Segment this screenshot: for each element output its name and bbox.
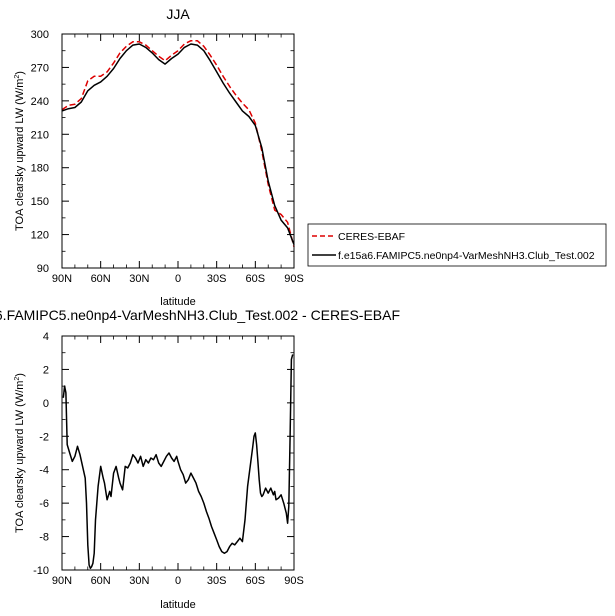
bottom-y-tick-label: -4 bbox=[39, 465, 49, 477]
top-panel: JJA TOA clearsky upward LW (W/m2) latitu… bbox=[14, 6, 304, 308]
top-x-tick-label: 60S bbox=[246, 273, 266, 285]
top-ticks bbox=[61, 33, 295, 269]
bottom-x-tick-label: 60N bbox=[91, 575, 111, 587]
bottom-y-tick-label: -10 bbox=[33, 565, 49, 577]
bottom-x-axis-label: latitude bbox=[160, 599, 195, 611]
top-x-tick-label: 30S bbox=[207, 273, 227, 285]
bottom-series-line-0 bbox=[62, 354, 294, 570]
bottom-x-tick-label: 90S bbox=[284, 575, 304, 587]
bottom-y-axis-label-sup: 2 bbox=[14, 377, 21, 381]
top-x-tick-label: 90S bbox=[284, 273, 304, 285]
legend-label-ceres: CERES-EBAF bbox=[338, 231, 405, 243]
bottom-y-axis-label-close: ) bbox=[14, 373, 26, 377]
bottom-chart-title: f.e15a6.FAMIPC5.ne0np4-VarMeshNH3.Club_T… bbox=[0, 307, 400, 323]
bottom-panel: f.e15a6.FAMIPC5.ne0np4-VarMeshNH3.Club_T… bbox=[0, 307, 400, 611]
bottom-y-tick-label: 2 bbox=[43, 364, 49, 376]
top-x-axis-label: latitude bbox=[160, 296, 195, 308]
top-y-tick-label: 300 bbox=[31, 29, 49, 41]
svg-text:TOA clearsky upward LW (W/m2): TOA clearsky upward LW (W/m2) bbox=[14, 71, 26, 231]
legend: CERES-EBAF f.e15a6.FAMIPC5.ne0np4-VarMes… bbox=[307, 223, 607, 267]
top-chart-title: JJA bbox=[166, 6, 190, 22]
svg-text:TOA clearsky upward LW (W/m2): TOA clearsky upward LW (W/m2) bbox=[14, 373, 26, 533]
bottom-x-tick-label: 30N bbox=[129, 575, 149, 587]
bottom-tick-labels: 90N 60N 30N 0 30S 60S 90S -10 -8 -6 -4 -2 0 2 4 bbox=[33, 331, 304, 587]
top-x-tick-label: 0 bbox=[175, 273, 181, 285]
bottom-y-axis-label: TOA clearsky upward LW (W/m2) bbox=[14, 373, 26, 533]
bottom-x-tick-label: 90N bbox=[52, 575, 72, 587]
top-series-line-1 bbox=[61, 43, 295, 245]
top-y-tick-label: 90 bbox=[37, 263, 49, 275]
bottom-ticks bbox=[61, 335, 295, 571]
bottom-plot-frame bbox=[61, 335, 295, 571]
top-series-line-0 bbox=[61, 39, 295, 247]
top-y-tick-label: 270 bbox=[31, 62, 49, 74]
top-x-tick-label: 60N bbox=[91, 273, 111, 285]
bottom-y-tick-label: -2 bbox=[39, 431, 49, 443]
legend-box bbox=[307, 223, 607, 267]
top-tick-labels: 90N 60N 30N 0 30S 60S 90S 90 120 150 180 210 240 270 3… bbox=[31, 29, 304, 285]
bottom-y-axis-label-text: TOA clearsky upward LW (W/m bbox=[14, 381, 26, 533]
top-y-tick-label: 210 bbox=[31, 129, 49, 141]
bottom-y-tick-label: -8 bbox=[39, 532, 49, 544]
top-x-tick-label: 30N bbox=[129, 273, 149, 285]
top-plot-frame bbox=[61, 33, 295, 269]
top-y-axis-label-sup: 2 bbox=[14, 75, 21, 79]
bottom-y-tick-label: 0 bbox=[43, 398, 49, 410]
top-y-axis-label-close: ) bbox=[14, 71, 26, 75]
top-y-tick-label: 150 bbox=[31, 196, 49, 208]
top-y-tick-label: 120 bbox=[31, 230, 49, 242]
top-y-tick-label: 240 bbox=[31, 96, 49, 108]
bottom-y-tick-label: 4 bbox=[43, 331, 49, 343]
bottom-x-tick-label: 30S bbox=[207, 575, 227, 587]
top-y-axis-label: TOA clearsky upward LW (W/m2) bbox=[14, 71, 26, 231]
bottom-x-tick-label: 0 bbox=[175, 575, 181, 587]
bottom-plot-lines bbox=[62, 354, 294, 570]
top-plot-lines bbox=[61, 39, 295, 247]
bottom-y-tick-label: -6 bbox=[39, 498, 49, 510]
top-y-axis-label-text: TOA clearsky upward LW (W/m bbox=[14, 79, 26, 231]
top-y-tick-label: 180 bbox=[31, 163, 49, 175]
bottom-x-tick-label: 60S bbox=[246, 575, 266, 587]
legend-label-model: f.e15a6.FAMIPC5.ne0np4-VarMeshNH3.Club_T… bbox=[338, 250, 595, 262]
top-x-tick-label: 90N bbox=[52, 273, 72, 285]
